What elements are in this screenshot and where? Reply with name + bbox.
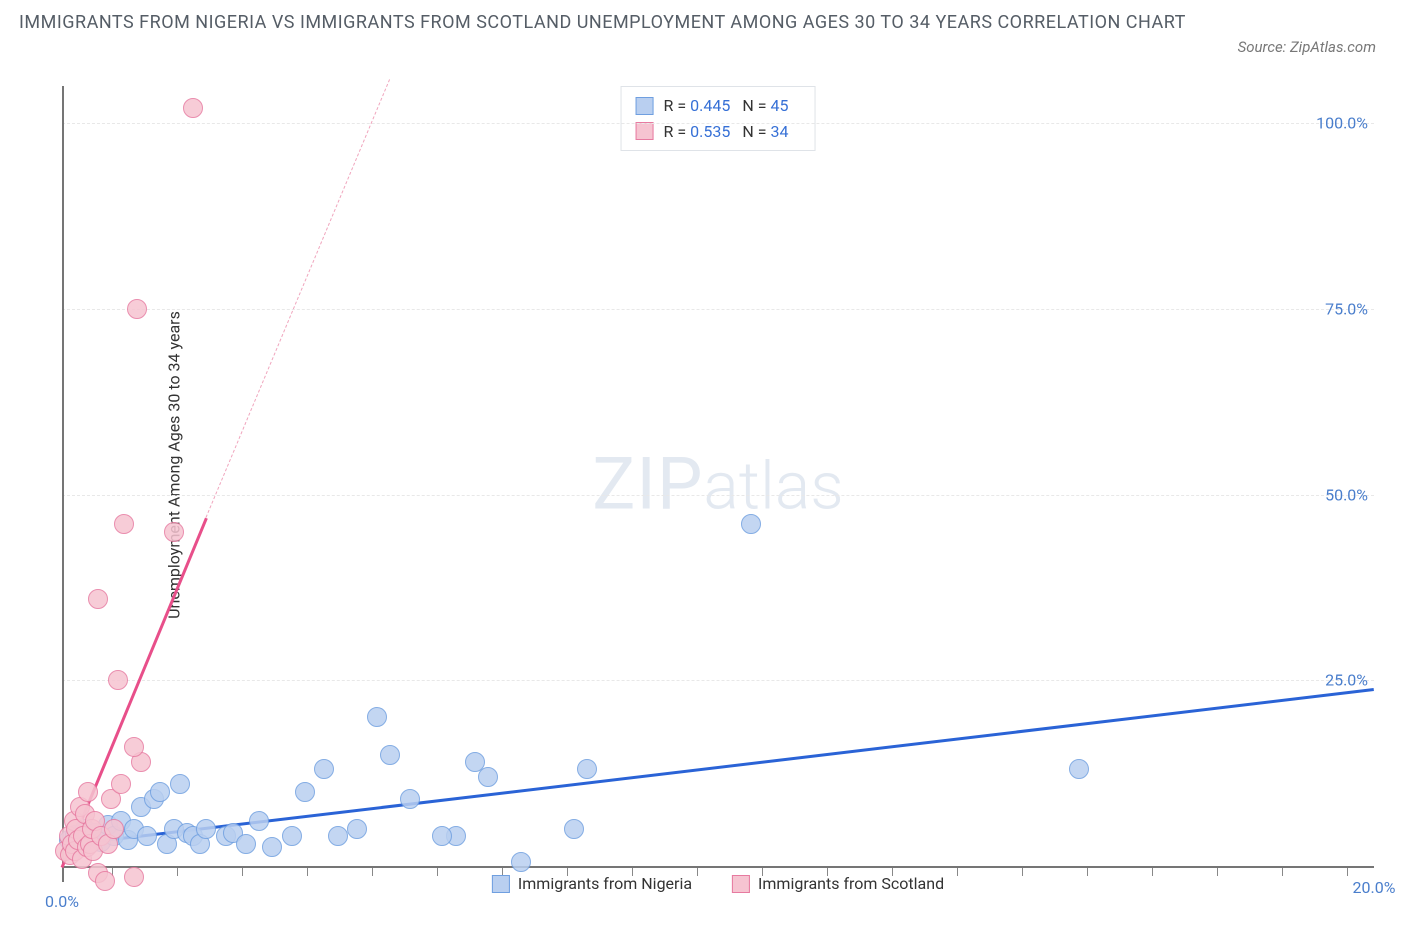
chart-title: IMMIGRANTS FROM NIGERIA VS IMMIGRANTS FR… [19, 8, 1186, 39]
data-point [367, 707, 387, 727]
x-tick-label-max: 20.0% [1353, 878, 1396, 897]
data-point [478, 767, 498, 787]
data-point [114, 514, 134, 534]
series-legend: Immigrants from Nigeria Immigrants from S… [492, 874, 944, 893]
data-point [108, 670, 128, 690]
legend-row-nigeria: R = 0.445N = 45 [636, 93, 801, 119]
data-point [88, 589, 108, 609]
data-point [741, 514, 761, 534]
x-tick [177, 868, 178, 876]
x-tick [1087, 868, 1088, 876]
y-tick-label: 75.0% [1325, 299, 1368, 318]
x-tick [1022, 868, 1023, 876]
data-point [262, 837, 282, 857]
data-point [380, 745, 400, 765]
legend-label: Immigrants from Nigeria [518, 874, 692, 893]
x-tick [1347, 868, 1348, 876]
data-point [1069, 759, 1089, 779]
x-tick [437, 868, 438, 876]
y-tick-label: 100.0% [1316, 114, 1368, 133]
gridline [62, 123, 1374, 124]
x-axis-line [62, 866, 1374, 868]
x-tick [372, 868, 373, 876]
data-point [236, 834, 256, 854]
data-point [347, 819, 367, 839]
x-tick [957, 868, 958, 876]
source-attribution: Source: ZipAtlas.com [1238, 38, 1376, 56]
data-point [400, 789, 420, 809]
gridline [62, 680, 1374, 681]
data-point [249, 811, 269, 831]
data-point [124, 737, 144, 757]
legend-item: Immigrants from Scotland [732, 874, 944, 893]
data-point [164, 522, 184, 542]
gridline [62, 495, 1374, 496]
data-point [564, 819, 584, 839]
swatch-scotland [636, 122, 654, 140]
y-axis-line [62, 86, 64, 882]
data-point [511, 852, 531, 872]
legend-swatch [492, 875, 510, 893]
legend-swatch [732, 875, 750, 893]
scatter-plot-area: ZIPatlas R = 0.445N = 45 R = 0.535N = 34… [62, 86, 1374, 882]
data-point [577, 759, 597, 779]
data-point [314, 759, 334, 779]
data-point [432, 826, 452, 846]
data-point [282, 826, 302, 846]
data-point [104, 819, 124, 839]
data-point [95, 871, 115, 891]
x-tick [1217, 868, 1218, 876]
data-point [111, 774, 131, 794]
swatch-nigeria [636, 97, 654, 115]
data-point [124, 867, 144, 887]
legend-item: Immigrants from Nigeria [492, 874, 692, 893]
x-tick [1282, 868, 1283, 876]
data-point [328, 826, 348, 846]
trend-line [206, 79, 391, 518]
x-tick [242, 868, 243, 876]
data-point [127, 299, 147, 319]
x-tick [307, 868, 308, 876]
legend-label: Immigrants from Scotland [758, 874, 944, 893]
y-tick-label: 50.0% [1325, 485, 1368, 504]
gridline [62, 309, 1374, 310]
correlation-legend: R = 0.445N = 45 R = 0.535N = 34 [621, 86, 816, 151]
data-point [196, 819, 216, 839]
data-point [78, 782, 98, 802]
y-tick-label: 25.0% [1325, 671, 1368, 690]
data-point [150, 782, 170, 802]
data-point [183, 98, 203, 118]
x-tick [1152, 868, 1153, 876]
data-point [170, 774, 190, 794]
data-point [295, 782, 315, 802]
x-tick-label-min: 0.0% [45, 892, 79, 911]
data-point [137, 826, 157, 846]
watermark: ZIPatlas [592, 442, 843, 527]
